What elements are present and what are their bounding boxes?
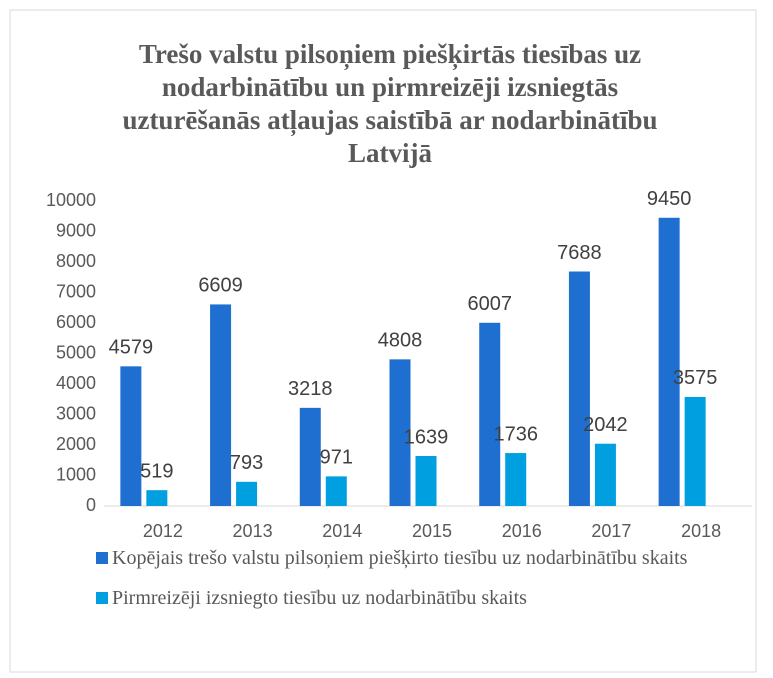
bar xyxy=(479,322,501,506)
y-tick-label: 1000 xyxy=(56,464,96,484)
legend-label: Pirmreizēji izsniegto tiesību uz nodarbi… xyxy=(112,587,527,609)
y-tick-label: 3000 xyxy=(56,403,96,423)
bar xyxy=(594,443,616,506)
x-tick-label: 2013 xyxy=(233,521,273,541)
value-label: 793 xyxy=(230,452,263,474)
y-tick-label: 9000 xyxy=(56,220,96,240)
legend-swatch xyxy=(96,592,108,604)
bar xyxy=(568,271,590,506)
legend-swatch xyxy=(96,552,108,564)
bar xyxy=(389,359,411,506)
bar xyxy=(299,407,321,506)
x-tick-label: 2015 xyxy=(412,521,452,541)
x-tick-label: 2014 xyxy=(322,521,362,541)
value-label: 1639 xyxy=(404,426,449,448)
bar xyxy=(120,366,142,506)
value-label: 3575 xyxy=(673,367,718,389)
value-label: 519 xyxy=(140,460,173,482)
y-tick-label: 7000 xyxy=(56,281,96,301)
legend-entry: Pirmreizēji izsniegto tiesību uz nodarbi… xyxy=(96,583,736,613)
y-tick-label: 8000 xyxy=(56,251,96,271)
bar xyxy=(325,476,347,506)
value-label: 1736 xyxy=(493,423,538,445)
bar xyxy=(146,490,168,506)
value-label: 7688 xyxy=(557,242,602,264)
value-label: 4808 xyxy=(378,330,423,352)
legend-entry: Kopējais trešo valstu pilsoņiem piešķirt… xyxy=(96,543,736,573)
bar xyxy=(415,456,437,506)
x-tick-label: 2018 xyxy=(681,521,721,541)
value-label: 3218 xyxy=(288,378,333,400)
y-tick-label: 10000 xyxy=(46,190,96,210)
y-tick-label: 2000 xyxy=(56,434,96,454)
y-tick-label: 5000 xyxy=(56,342,96,362)
legend-label: Kopējais trešo valstu pilsoņiem piešķirt… xyxy=(112,547,688,569)
bar xyxy=(684,396,706,506)
value-label: 6609 xyxy=(198,275,243,297)
chart-border xyxy=(9,9,757,673)
value-label: 971 xyxy=(320,447,353,469)
value-label: 6007 xyxy=(467,293,512,315)
x-tick-label: 2016 xyxy=(502,521,542,541)
y-tick-label: 0 xyxy=(86,495,96,515)
bar xyxy=(658,217,680,506)
value-label: 4579 xyxy=(109,337,154,359)
legend: Kopējais trešo valstu pilsoņiem piešķirt… xyxy=(96,543,736,623)
value-label: 9450 xyxy=(647,188,692,210)
chart-title: Trešo valstu pilsoņiem piešķirtās tiesīb… xyxy=(122,39,658,168)
bar xyxy=(236,481,258,506)
bar xyxy=(210,304,232,506)
bar xyxy=(505,453,527,506)
y-tick-label: 4000 xyxy=(56,373,96,393)
x-tick-label: 2017 xyxy=(591,521,631,541)
x-tick-label: 2012 xyxy=(143,521,183,541)
value-label: 2042 xyxy=(583,414,628,436)
y-tick-label: 6000 xyxy=(56,312,96,332)
